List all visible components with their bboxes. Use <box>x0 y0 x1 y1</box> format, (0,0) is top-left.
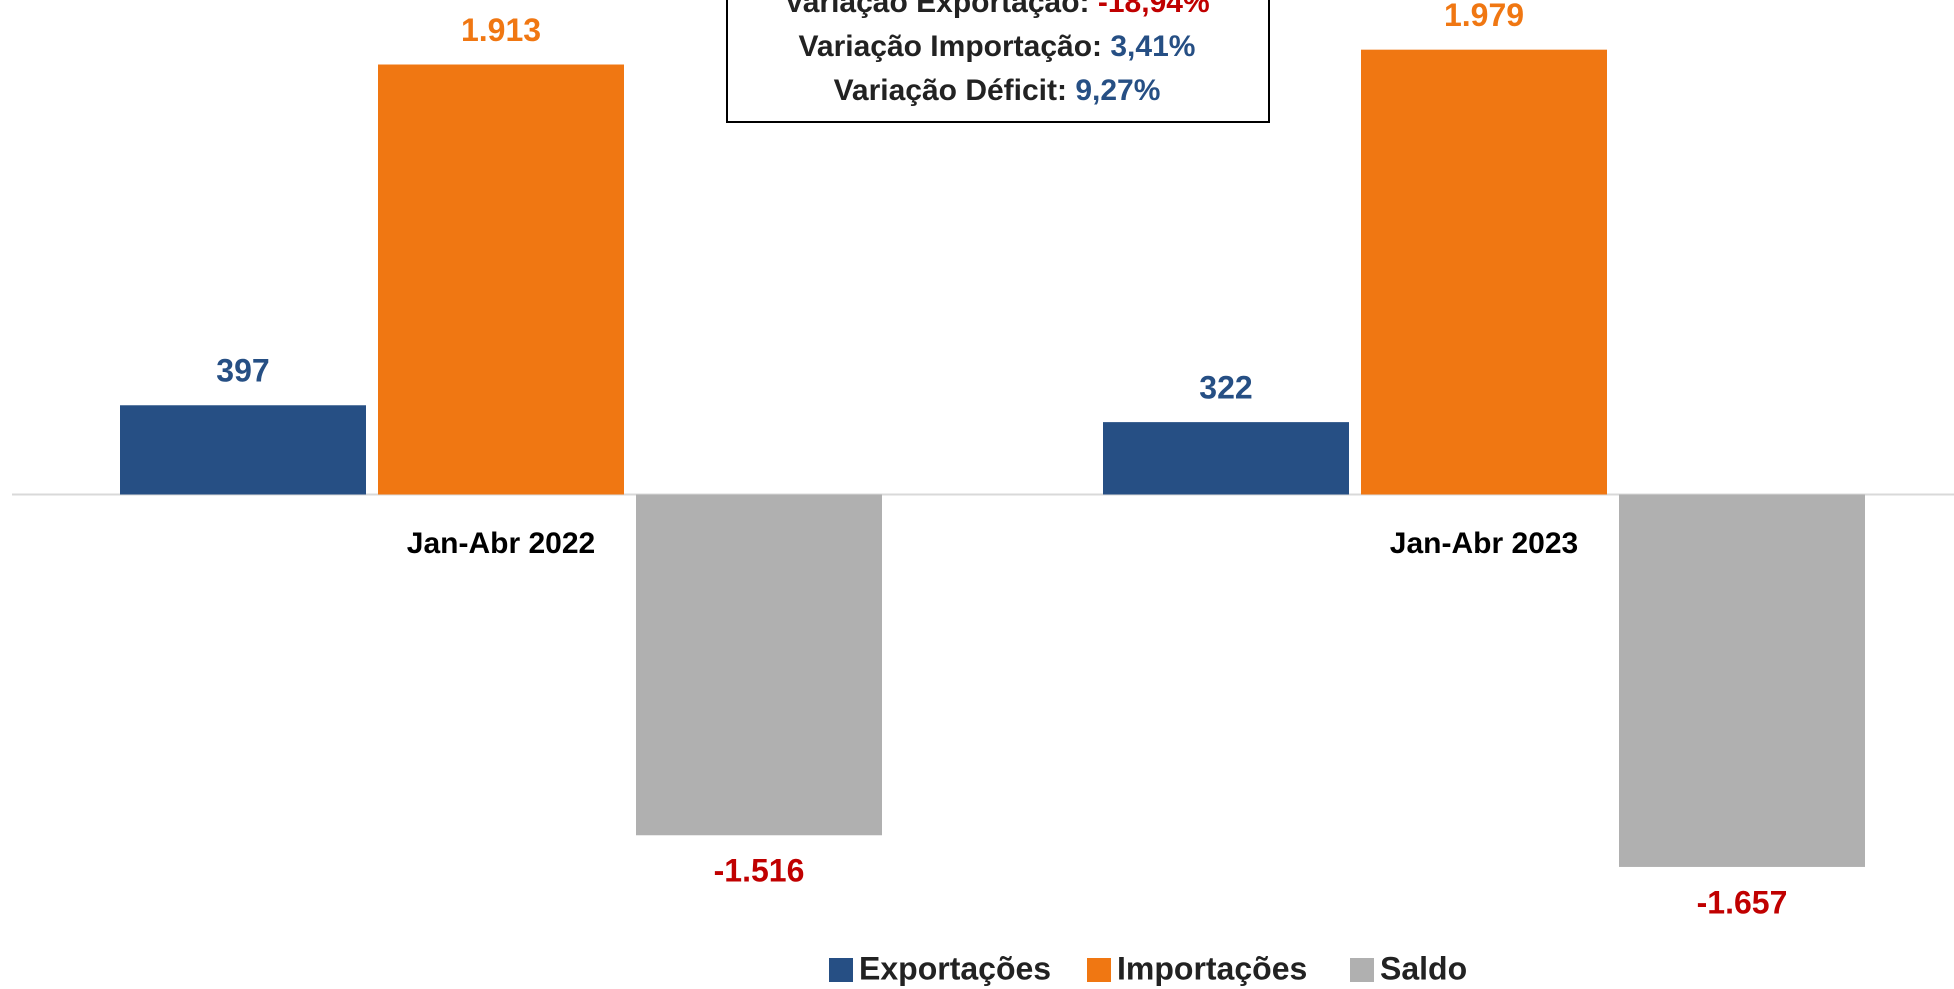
x-tick-label: Jan-Abr 2023 <box>1390 527 1578 560</box>
bar <box>1619 494 1865 867</box>
bar <box>1361 49 1607 495</box>
annotation: Variação Déficit: 9,27% <box>834 74 1161 107</box>
bar <box>120 405 366 495</box>
annotation-value: 9,27% <box>1075 74 1160 107</box>
data-label: 1.979 <box>1444 0 1524 33</box>
legend-label: Saldo <box>1380 950 1467 986</box>
data-label: -1.657 <box>1697 884 1788 920</box>
annotation: Variação Importação: 3,41% <box>799 30 1196 63</box>
annotation-box <box>726 0 1270 123</box>
legend-swatch <box>829 958 853 982</box>
legend-swatch <box>1350 958 1374 982</box>
annotation-value: 3,41% <box>1110 30 1195 63</box>
legend-label: Importações <box>1117 950 1307 986</box>
annotation-label: Variação Déficit: <box>834 74 1067 107</box>
data-label: 397 <box>216 353 269 389</box>
data-label: 1.913 <box>461 12 541 48</box>
legend-swatch <box>1087 958 1111 982</box>
annotation-value: -18,94% <box>1098 0 1210 19</box>
bar <box>1103 422 1349 495</box>
legend-label: Exportações <box>859 950 1051 986</box>
x-tick-label: Jan-Abr 2022 <box>407 527 595 560</box>
annotation-label: Variação Importação: <box>799 30 1102 63</box>
bar <box>378 64 624 495</box>
bar <box>636 494 882 836</box>
data-label: 322 <box>1199 370 1252 406</box>
annotation-label: Variação Exportação: <box>784 0 1089 19</box>
annotation: Variação Exportação: -18,94% <box>784 0 1209 19</box>
data-label: -1.516 <box>714 853 805 889</box>
